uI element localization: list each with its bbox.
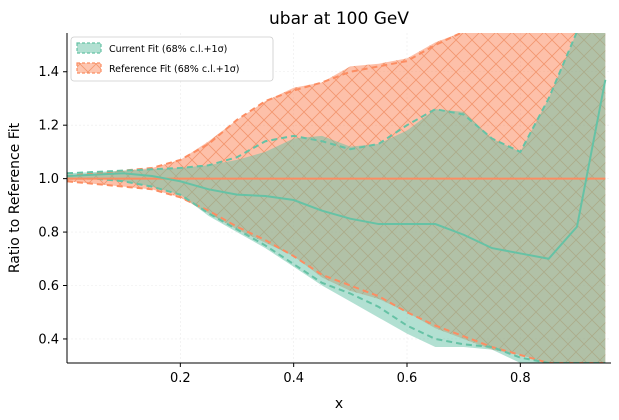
y-ticks: 0.4 0.6 0.8 1.0 1.2 1.4 bbox=[38, 65, 67, 347]
current-fit-lower-dashed bbox=[67, 177, 606, 363]
uncertainty-bands bbox=[67, 33, 606, 363]
legend-frame bbox=[70, 36, 274, 82]
x-tick-label: 0.6 bbox=[397, 371, 418, 386]
x-tick-label: 0.2 bbox=[170, 371, 191, 386]
x-ticks: 0.2 0.4 0.6 0.8 bbox=[170, 363, 531, 386]
y-tick-label: 0.6 bbox=[38, 279, 59, 294]
legend-item-current-fit: Current Fit (68% c.l.+1σ) bbox=[76, 42, 227, 55]
y-tick-label: 1.2 bbox=[38, 119, 59, 134]
legend-item-reference-fit: Reference Fit (68% c.l.+1σ) bbox=[76, 62, 240, 75]
legend-swatch-reference-hatch bbox=[77, 63, 101, 73]
legend: Current Fit (68% c.l.+1σ) Reference Fit … bbox=[70, 36, 274, 82]
x-tick-label: 0.8 bbox=[510, 371, 531, 386]
x-axis-label: x bbox=[335, 396, 343, 412]
legend-label-reference-fit: Reference Fit (68% c.l.+1σ) bbox=[109, 64, 240, 75]
y-tick-label: 1.0 bbox=[38, 172, 59, 187]
reference-fit-lower-dashed bbox=[67, 180, 606, 363]
reference-fit-upper-dashed bbox=[67, 33, 464, 177]
current-fit-central-line bbox=[67, 79, 607, 260]
y-axis-label: Ratio to Reference Fit bbox=[7, 122, 23, 273]
y-tick-label: 1.4 bbox=[38, 65, 59, 80]
x-tick-label: 0.4 bbox=[283, 371, 304, 386]
chart-title: ubar at 100 GeV bbox=[269, 9, 409, 29]
series-lines bbox=[67, 33, 607, 363]
legend-label-current-fit: Current Fit (68% c.l.+1σ) bbox=[109, 44, 227, 55]
current-fit-band bbox=[67, 33, 606, 363]
y-tick-label: 0.8 bbox=[38, 226, 59, 241]
legend-swatch-current-fit bbox=[76, 42, 102, 54]
y-tick-label: 0.4 bbox=[38, 332, 59, 347]
